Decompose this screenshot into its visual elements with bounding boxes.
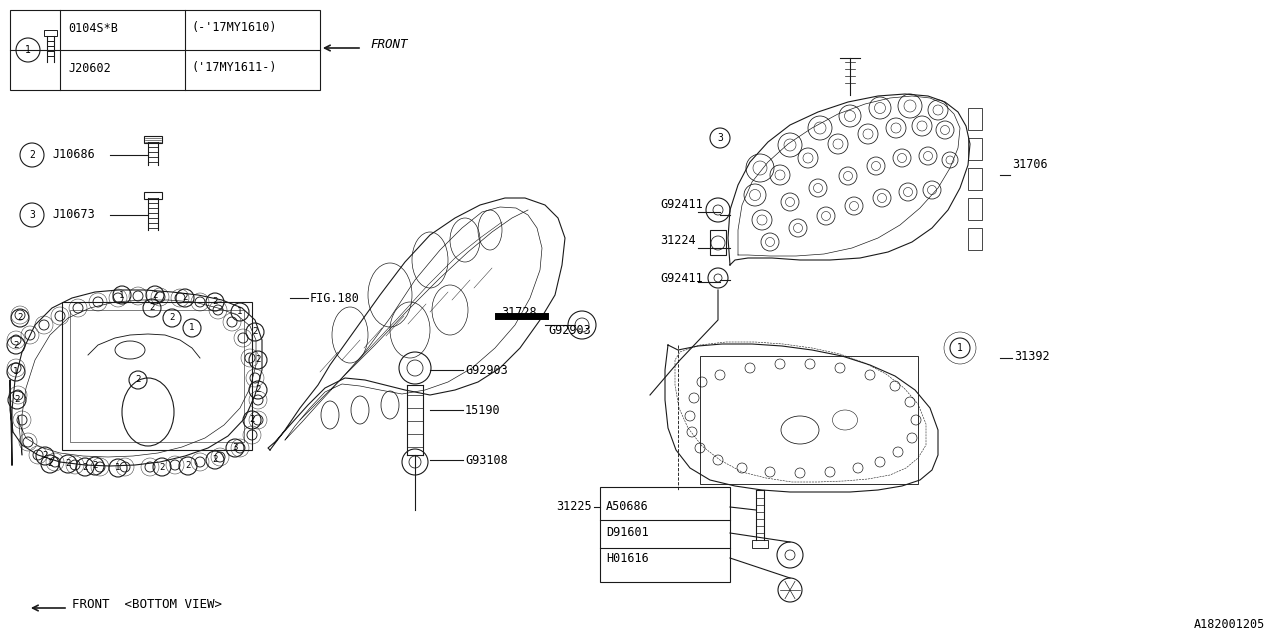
Bar	[600, 487, 730, 582]
Text: 2: 2	[212, 298, 218, 307]
Text: 1: 1	[115, 463, 120, 472]
Text: 3: 3	[717, 133, 723, 143]
Text: 15190: 15190	[465, 403, 500, 417]
Text: 2: 2	[152, 291, 157, 300]
Bar	[143, 192, 163, 199]
Text: 0104S*B: 0104S*B	[68, 22, 118, 35]
Text: 2: 2	[250, 415, 255, 424]
Text: 2: 2	[150, 303, 155, 312]
Text: 2: 2	[82, 463, 88, 472]
Text: 2: 2	[29, 150, 35, 160]
Bar	[753, 540, 768, 548]
Text: 1: 1	[119, 291, 124, 300]
Text: 3: 3	[232, 444, 238, 452]
Text: J20602: J20602	[68, 61, 111, 74]
Text: 3: 3	[29, 210, 35, 220]
Text: 2: 2	[65, 460, 70, 468]
Text: FIG.180: FIG.180	[310, 291, 360, 305]
Text: G92411: G92411	[660, 271, 703, 285]
Bar	[968, 198, 982, 220]
Text: 31728: 31728	[502, 305, 538, 319]
Bar	[968, 228, 982, 250]
Text: (-'17MY1610): (-'17MY1610)	[192, 22, 278, 35]
Text: J10673: J10673	[52, 209, 95, 221]
Text: 31224: 31224	[660, 234, 695, 246]
Text: 2: 2	[42, 451, 47, 461]
Text: 2: 2	[186, 461, 191, 470]
Text: 1: 1	[237, 307, 243, 317]
Text: 2: 2	[159, 463, 165, 472]
Text: 1: 1	[13, 367, 19, 376]
Text: 2: 2	[92, 461, 97, 470]
Bar	[10, 10, 320, 90]
Text: 31225: 31225	[557, 500, 591, 513]
Bar	[44, 30, 58, 36]
Text: G93108: G93108	[465, 454, 508, 467]
Text: 2: 2	[255, 385, 261, 394]
Text: 2: 2	[252, 328, 257, 337]
Text: A182001205: A182001205	[1194, 618, 1265, 630]
Text: 1: 1	[957, 343, 963, 353]
Text: 2: 2	[169, 314, 174, 323]
Text: D91601: D91601	[605, 527, 649, 540]
Text: FRONT  <BOTTOM VIEW>: FRONT <BOTTOM VIEW>	[72, 598, 221, 611]
Text: G92411: G92411	[660, 198, 703, 211]
Text: A50686: A50686	[605, 500, 649, 513]
Text: 31706: 31706	[1012, 159, 1047, 172]
Text: J10686: J10686	[52, 148, 95, 161]
Text: 2: 2	[18, 314, 23, 323]
Text: 31392: 31392	[1014, 349, 1050, 362]
Text: FRONT: FRONT	[370, 38, 407, 51]
Text: G92903: G92903	[548, 323, 591, 337]
Bar	[70, 310, 244, 442]
Text: 2: 2	[212, 456, 218, 465]
Bar	[61, 302, 252, 450]
Bar	[968, 138, 982, 160]
Text: 1: 1	[26, 45, 31, 55]
Bar	[710, 230, 726, 255]
Text: 2: 2	[255, 355, 261, 365]
Text: H01616: H01616	[605, 552, 649, 564]
Bar	[968, 108, 982, 130]
Bar	[968, 168, 982, 190]
Text: 2: 2	[13, 340, 19, 349]
Text: 2: 2	[14, 396, 19, 404]
Text: 1: 1	[189, 323, 195, 333]
Text: G92903: G92903	[465, 364, 508, 376]
Text: ('17MY1611-): ('17MY1611-)	[192, 61, 278, 74]
Text: 2: 2	[47, 460, 52, 468]
Text: 2: 2	[182, 294, 188, 303]
Bar	[143, 136, 163, 143]
Bar	[700, 356, 918, 484]
Text: 2: 2	[136, 376, 141, 385]
